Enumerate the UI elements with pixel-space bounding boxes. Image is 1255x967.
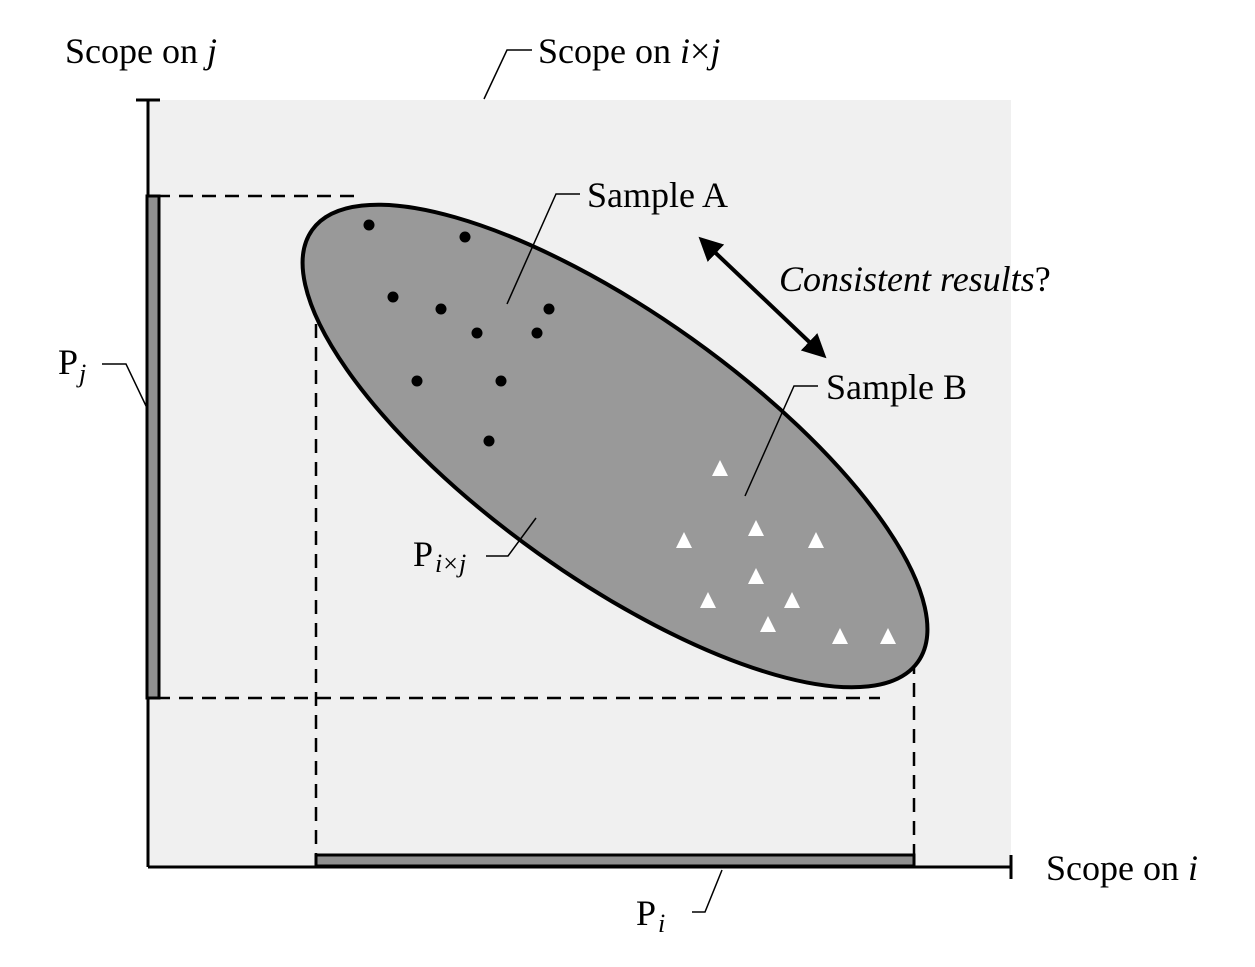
sample-b-triangle: [748, 568, 764, 584]
sample-b-triangle: [784, 592, 800, 608]
scope-on-ixj-label: Scope on i×j: [538, 31, 720, 71]
sample-a-dot: [435, 303, 447, 315]
leader-p-j: [102, 363, 148, 409]
sample-b-triangle: [700, 592, 716, 608]
sample-a-dot: [495, 375, 507, 387]
scope-on-j-label: Scope on j: [65, 31, 217, 71]
consistency-double-arrow: [698, 236, 827, 359]
p-j-label: Pj: [58, 342, 86, 388]
sample-a-dot: [459, 231, 471, 243]
projection-guides: [156, 194, 916, 858]
p-ixj-label: Pi×j: [413, 534, 466, 578]
sample-b-label: Sample B: [826, 367, 967, 407]
sample-b-triangle: [676, 532, 692, 548]
scope-on-i-label: Scope on i: [1046, 848, 1198, 888]
sample-a-dot: [387, 291, 399, 303]
sample-a-dot: [471, 327, 483, 339]
sample-a-dot: [363, 219, 375, 231]
leader-p-i: [692, 869, 723, 913]
joint-projection-ellipse: [300, 202, 930, 690]
sample-a-dot: [543, 303, 555, 315]
sample-a-dot: [483, 435, 495, 447]
consistent-results-label: Consistent results?: [779, 259, 1051, 299]
sample-b-triangle: [808, 532, 824, 548]
sample-a-dot: [531, 327, 543, 339]
projection-bar-j: [145, 194, 161, 700]
sample-b-triangle: [760, 616, 776, 632]
sample-b-triangle: [832, 628, 848, 644]
sample-b-points: [676, 460, 896, 644]
leader-scope-ixj: [483, 49, 532, 100]
sample-b-triangle: [880, 628, 896, 644]
leader-sample-b: [744, 385, 818, 497]
projection-bar-i: [314, 853, 916, 868]
sample-b-triangle: [712, 460, 728, 476]
sample-a-label: Sample A: [587, 175, 728, 215]
sample-b-triangle: [748, 520, 764, 536]
sample-a-points: [363, 219, 555, 447]
leader-lines: [102, 49, 818, 913]
sample-a-dot: [411, 375, 423, 387]
leader-p-ixj: [486, 517, 537, 557]
p-i-label: Pi: [636, 893, 665, 938]
leader-sample-a: [506, 193, 580, 305]
